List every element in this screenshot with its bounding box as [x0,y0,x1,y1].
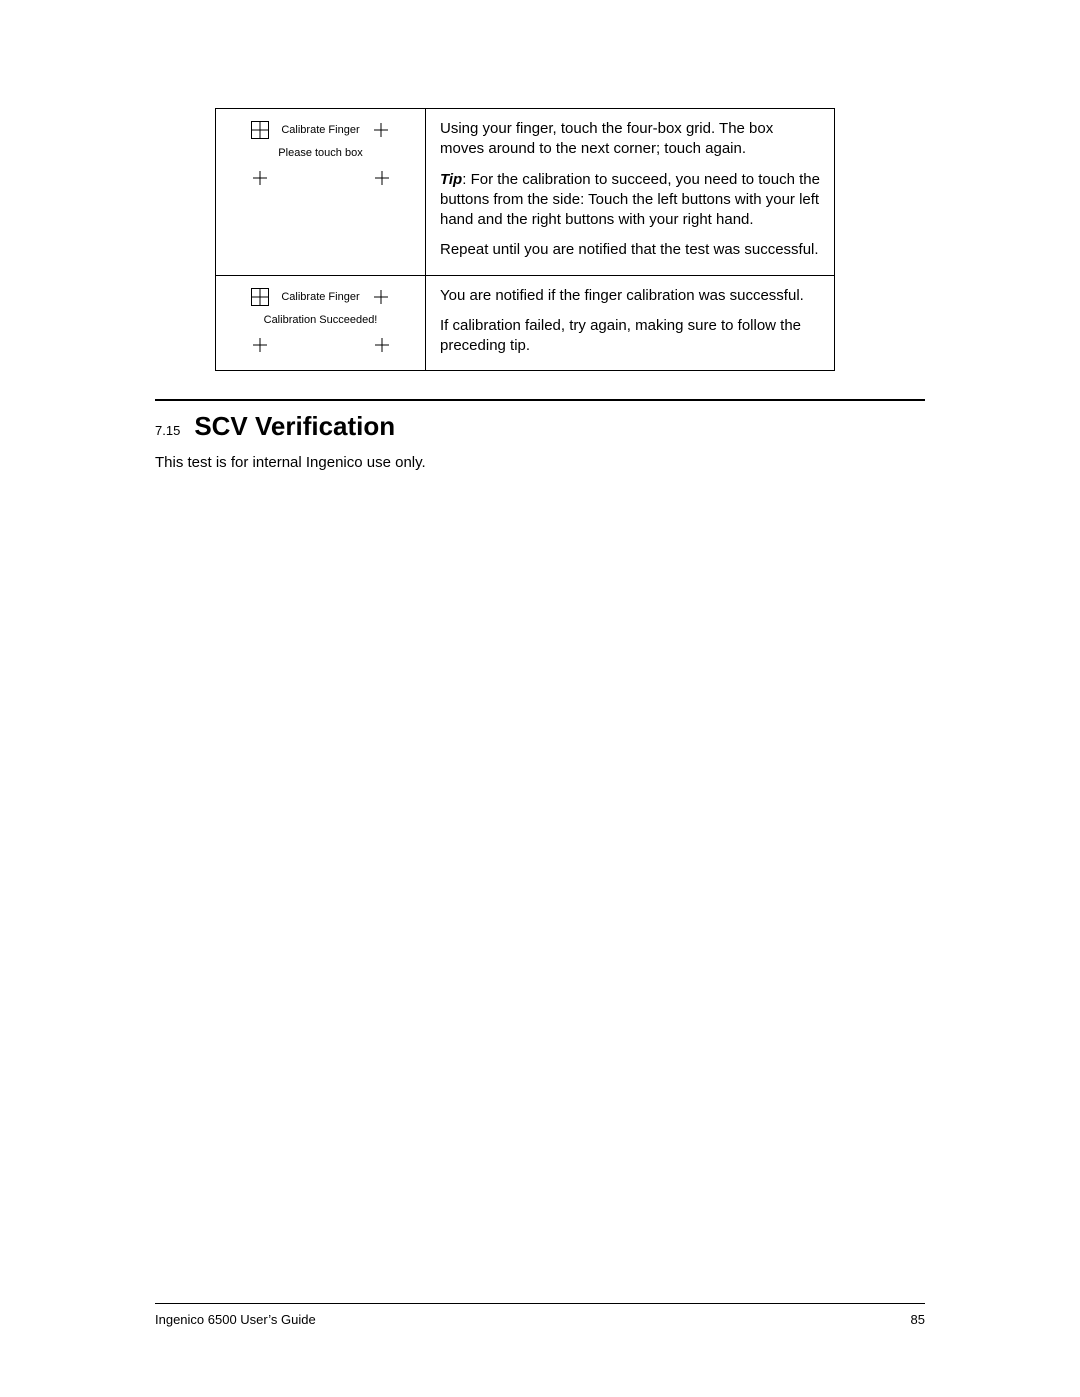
cross-icon [251,336,269,354]
calibrate-screen: Calibrate Finger Calibration Succeeded! [224,286,417,354]
footer-row: Ingenico 6500 User’s Guide 85 [155,1312,925,1327]
footer-divider [155,1303,925,1304]
screen-cell: Calibrate Finger Calibration Succeeded! [216,275,426,371]
section-heading: 7.15 SCV Verification [155,411,925,442]
document-page: Calibrate Finger Please touch box [0,0,1080,1397]
footer-left: Ingenico 6500 User’s Guide [155,1312,316,1327]
paragraph: You are notified if the finger calibrati… [440,286,820,306]
screen-subtitle: Please touch box [278,147,362,159]
screen-title: Calibrate Finger [281,124,359,136]
grid-icon [251,288,269,306]
screen-subtitle: Calibration Succeeded! [264,314,378,326]
screen-cell: Calibrate Finger Please touch box [216,109,426,276]
calibrate-screen: Calibrate Finger Please touch box [224,119,417,187]
tip-label: Tip [440,171,462,188]
cross-icon [373,336,391,354]
cross-icon [372,288,390,306]
instructions-cell: You are notified if the finger calibrati… [426,275,835,371]
section-number: 7.15 [155,423,180,438]
table-row: Calibrate Finger Please touch box [216,109,835,276]
instructions-cell: Using your finger, touch the four-box gr… [426,109,835,276]
cross-icon [372,121,390,139]
paragraph: Using your finger, touch the four-box gr… [440,119,820,160]
paragraph: If calibration failed, try again, making… [440,316,820,357]
screen-bottom-row: . [251,336,391,354]
screen-top-row: Calibrate Finger [251,288,391,306]
page-footer: Ingenico 6500 User’s Guide 85 [155,1303,925,1327]
screen-bottom-row: . [251,169,391,187]
section-title: SCV Verification [194,411,395,442]
cross-icon [251,169,269,187]
screen-title: Calibrate Finger [281,291,359,303]
calibration-table: Calibrate Finger Please touch box [215,108,835,371]
grid-icon [251,121,269,139]
table-row: Calibrate Finger Calibration Succeeded! [216,275,835,371]
section-body: This test is for internal Ingenico use o… [155,454,925,471]
table-body: Calibrate Finger Please touch box [216,109,835,371]
tip-text: : For the calibration to succeed, you ne… [440,171,820,229]
section-divider [155,399,925,401]
paragraph: Repeat until you are notified that the t… [440,240,820,260]
paragraph: Tip: For the calibration to succeed, you… [440,170,820,231]
footer-page-number: 85 [911,1312,925,1327]
screen-top-row: Calibrate Finger [251,121,391,139]
cross-icon [373,169,391,187]
